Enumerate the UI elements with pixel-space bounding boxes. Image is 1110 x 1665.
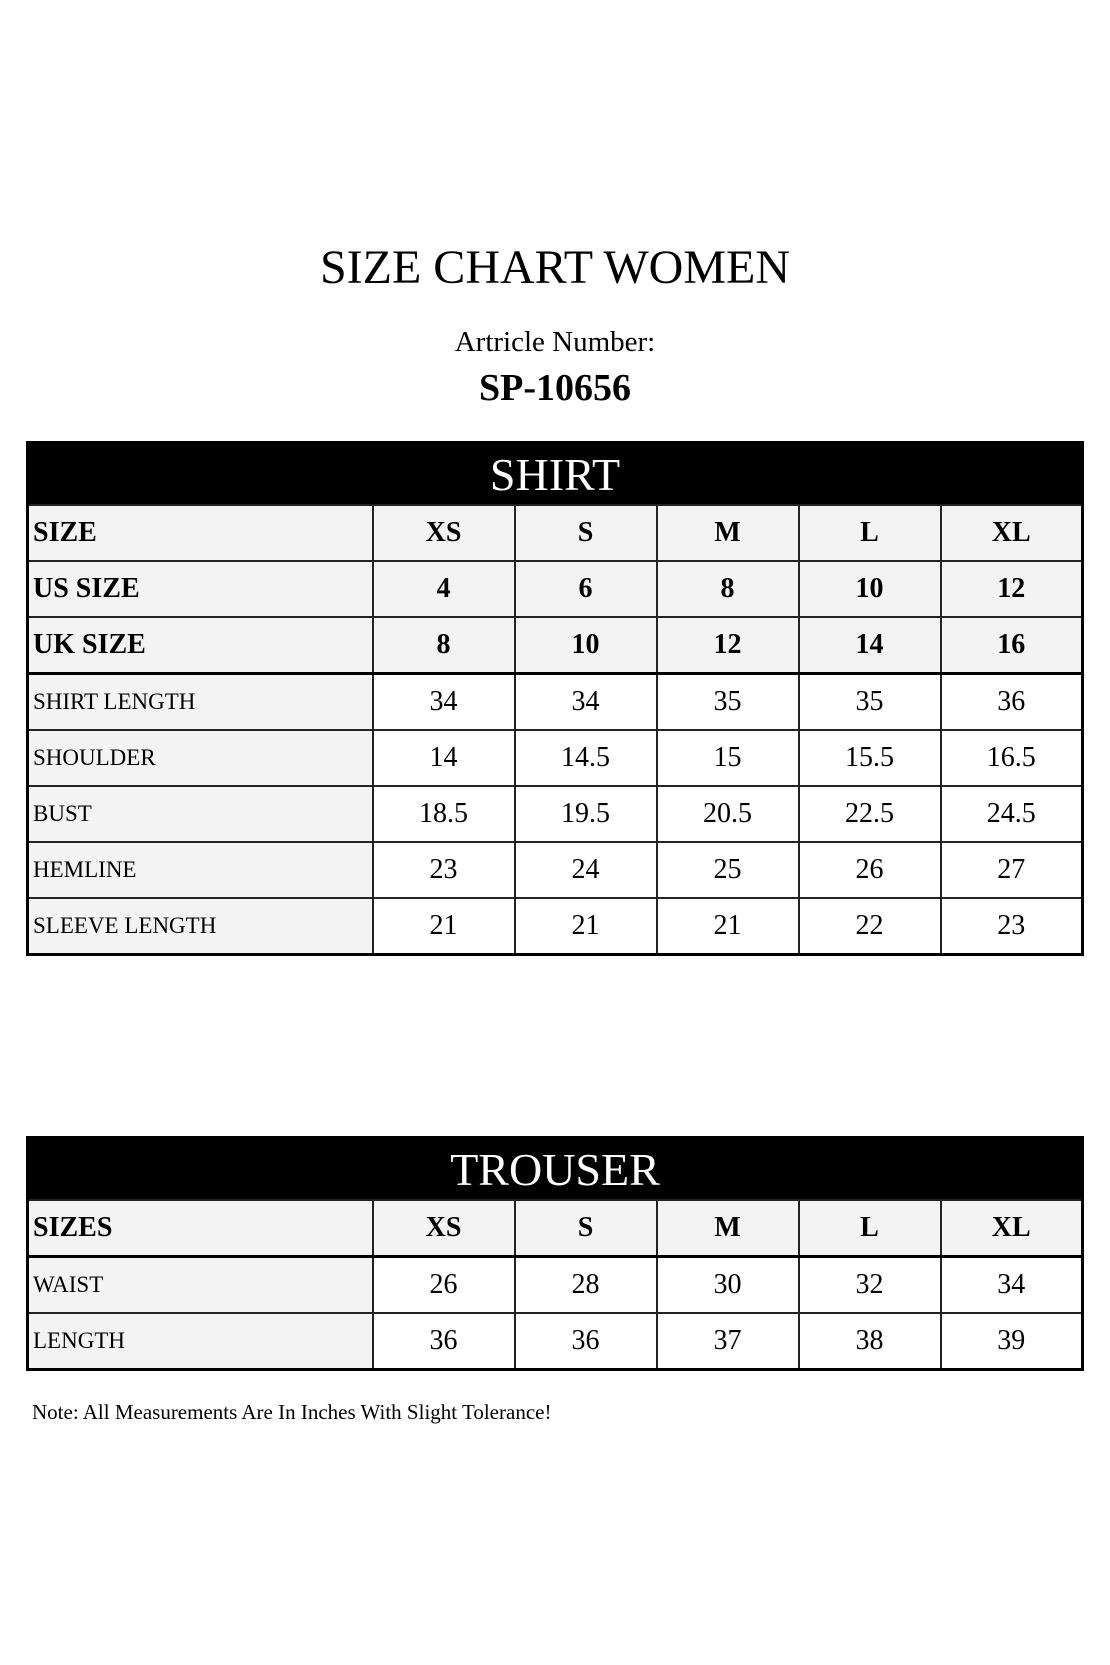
measurement-cell: 21 (513, 897, 658, 956)
table-row: LENGTH 36 36 37 38 39 (26, 1312, 1084, 1371)
size-header-cell: 4 (371, 560, 516, 618)
measurement-cell: 22 (797, 897, 942, 956)
size-header-cell: 12 (939, 560, 1084, 618)
measurement-cell: 18.5 (371, 785, 516, 843)
header-row: SIZES XS S M L XL (26, 1199, 1084, 1258)
size-header-cell: 8 (371, 616, 516, 675)
size-header-cell: M (655, 504, 800, 562)
row-label: SIZE (26, 504, 374, 562)
table-row: SLEEVE LENGTH 21 21 21 22 23 (26, 897, 1084, 956)
measurement-cell: 37 (655, 1312, 800, 1371)
measurement-cell: 23 (939, 897, 1084, 956)
measurement-cell: 35 (655, 672, 800, 731)
measurement-cell: 15.5 (797, 729, 942, 787)
size-header-cell: S (513, 504, 658, 562)
measurement-cell: 26 (371, 1255, 516, 1314)
size-header-cell: L (797, 504, 942, 562)
measurement-cell: 14 (371, 729, 516, 787)
measurement-cell: 24.5 (939, 785, 1084, 843)
table-row: SHOULDER 14 14.5 15 15.5 16.5 (26, 729, 1084, 787)
measurement-note: Note: All Measurements Are In Inches Wit… (32, 1400, 552, 1424)
measurement-cell: 20.5 (655, 785, 800, 843)
row-label: SIZES (26, 1199, 374, 1258)
measurement-cell: 34 (513, 672, 658, 731)
size-header-cell: 8 (655, 560, 800, 618)
measurement-cell: 24 (513, 841, 658, 899)
table-row: HEMLINE 23 24 25 26 27 (26, 841, 1084, 899)
measurement-cell: 25 (655, 841, 800, 899)
size-header-cell: XL (939, 1199, 1084, 1258)
size-header-cell: L (797, 1199, 942, 1258)
measurement-cell: 32 (797, 1255, 942, 1314)
measurement-cell: 36 (371, 1312, 516, 1371)
size-header-cell: 12 (655, 616, 800, 675)
row-label: BUST (26, 785, 374, 843)
size-header-cell: 16 (939, 616, 1084, 675)
shirt-heading: SHIRT (27, 442, 1083, 505)
row-label: WAIST (26, 1255, 374, 1314)
article-number: SP-10656 (479, 367, 631, 409)
measurement-cell: 21 (655, 897, 800, 956)
measurement-cell: 26 (797, 841, 942, 899)
size-header-cell: XL (939, 504, 1084, 562)
size-header-cell: M (655, 1199, 800, 1258)
size-header-cell: XS (371, 1199, 516, 1258)
header-row: SIZE XS S M L XL (26, 504, 1084, 562)
measurement-cell: 27 (939, 841, 1084, 899)
measurement-cell: 30 (655, 1255, 800, 1314)
measurement-cell: 39 (939, 1312, 1084, 1371)
measurement-cell: 23 (371, 841, 516, 899)
table-row: BUST 18.5 19.5 20.5 22.5 24.5 (26, 785, 1084, 843)
measurement-cell: 35 (797, 672, 942, 731)
measurement-cell: 22.5 (797, 785, 942, 843)
table-row: WAIST 26 28 30 32 34 (26, 1255, 1084, 1314)
size-header-cell: S (513, 1199, 658, 1258)
trouser-heading: TROUSER (27, 1137, 1083, 1200)
page-title: SIZE CHART WOMEN (319, 241, 790, 294)
measurement-cell: 36 (513, 1312, 658, 1371)
table-row: SHIRT LENGTH 34 34 35 35 36 (26, 672, 1084, 731)
measurement-cell: 34 (939, 1255, 1084, 1314)
measurement-cell: 38 (797, 1312, 942, 1371)
row-label: US SIZE (26, 560, 374, 618)
size-header-cell: XS (371, 504, 516, 562)
article-number-label: Artricle Number: (454, 326, 656, 358)
size-header-cell: 14 (797, 616, 942, 675)
measurement-cell: 36 (939, 672, 1084, 731)
header-row: US SIZE 4 6 8 10 12 (26, 560, 1084, 618)
row-label: SHOULDER (26, 729, 374, 787)
row-label: SLEEVE LENGTH (26, 897, 374, 956)
row-label: LENGTH (26, 1312, 374, 1371)
trouser-size-table: TROUSER SIZES XS S M L XL WAIST 26 28 30 32 34 LENGT… (26, 1136, 1084, 1371)
size-header-cell: 10 (513, 616, 658, 675)
size-header-cell: 10 (797, 560, 942, 618)
size-header-cell: 6 (513, 560, 658, 618)
shirt-size-table: SHIRT SIZE XS S M L XL US SIZE 4 6 8 10 12 UK SIZE 8 1… (26, 441, 1084, 956)
measurement-cell: 14.5 (513, 729, 658, 787)
measurement-cell: 21 (371, 897, 516, 956)
row-label: HEMLINE (26, 841, 374, 899)
measurement-cell: 15 (655, 729, 800, 787)
measurement-cell: 28 (513, 1255, 658, 1314)
measurement-cell: 19.5 (513, 785, 658, 843)
measurement-cell: 34 (371, 672, 516, 731)
measurement-cell: 16.5 (939, 729, 1084, 787)
row-label: SHIRT LENGTH (26, 672, 374, 731)
header-row: UK SIZE 8 10 12 14 16 (26, 616, 1084, 675)
row-label: UK SIZE (26, 616, 374, 675)
